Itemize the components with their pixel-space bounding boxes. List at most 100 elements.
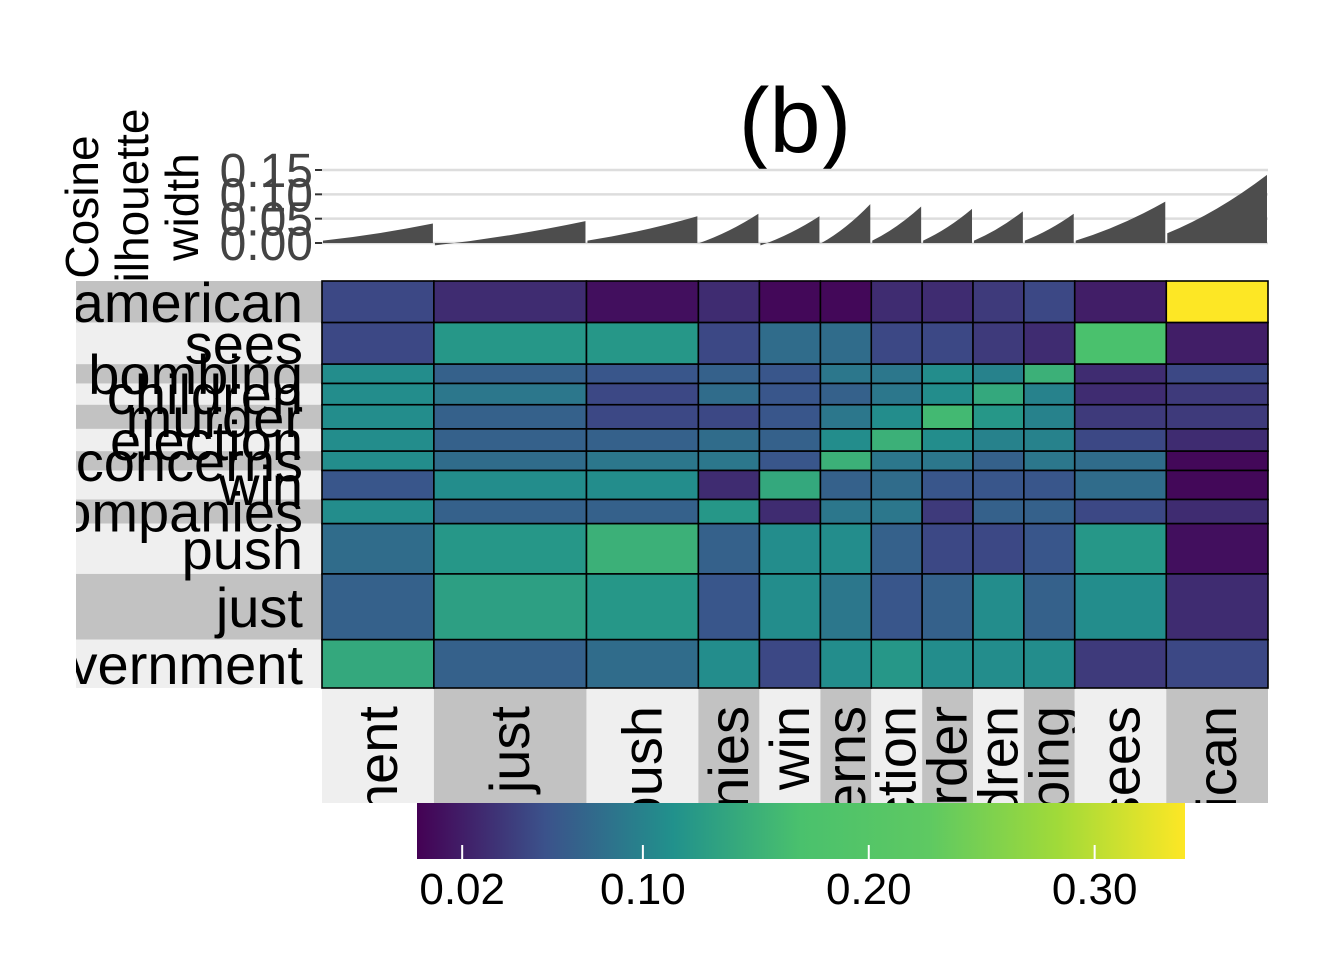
heatmap-cell — [758, 280, 822, 324]
heatmap-cell — [433, 573, 588, 641]
heatmap-cell — [1165, 363, 1269, 385]
column-label: win — [758, 706, 821, 791]
heatmap-cell — [819, 382, 873, 406]
heatmap-cell — [1165, 321, 1269, 365]
heatmap-cell — [1023, 498, 1076, 525]
row-stripe — [76, 322, 322, 365]
heatmap-cell — [1023, 428, 1076, 452]
heatmap-cell — [433, 469, 588, 501]
row-stripe — [76, 428, 322, 452]
heatmap-cell — [1073, 321, 1168, 365]
heatmap-cell — [1073, 280, 1168, 324]
row-stripe — [76, 523, 322, 574]
heatmap-cell — [1073, 382, 1168, 406]
row-stripe — [76, 404, 322, 429]
row-label: children — [107, 363, 303, 426]
heatmap-cells — [321, 280, 1269, 689]
heatmap-cell — [972, 321, 1025, 365]
heatmap-cell — [697, 498, 761, 525]
column-label: sees — [1089, 706, 1152, 824]
heatmap-cell — [921, 638, 974, 689]
silhouette-tick-label: 0.00 — [220, 218, 313, 271]
row-stripe — [76, 573, 322, 640]
heatmap-cell — [972, 498, 1025, 525]
heatmap-cell — [1073, 450, 1168, 472]
heatmap-cell — [921, 522, 974, 575]
column-stripe — [871, 688, 923, 803]
heatmap-cell — [585, 321, 700, 365]
heatmap-cell — [585, 522, 700, 575]
heatmap-cell — [819, 469, 873, 501]
heatmap-cell — [921, 382, 974, 406]
heatmap-cell — [758, 638, 822, 689]
heatmap-cell — [585, 498, 700, 525]
heatmap-cell — [1073, 403, 1168, 430]
heatmap-cell — [1165, 280, 1269, 324]
row-label: companies — [32, 481, 303, 544]
heatmap-cell — [758, 450, 822, 472]
heatmap-cell — [1165, 638, 1269, 689]
column-label: american — [1185, 706, 1248, 936]
heatmap-cell — [321, 280, 435, 324]
heatmap-cell — [697, 522, 761, 575]
heatmap-cell — [585, 382, 700, 406]
heatmap-cell — [321, 498, 435, 525]
column-stripe — [586, 688, 699, 803]
heatmap-cell — [1165, 382, 1269, 406]
row-label-stripes — [76, 281, 322, 688]
colorbar-tick-label: 0.10 — [600, 865, 686, 914]
heatmap-cell — [433, 450, 588, 472]
heatmap-cell — [585, 403, 700, 430]
silhouette-bar — [760, 216, 820, 246]
heatmap-cell — [870, 469, 923, 501]
heatmap-cell — [972, 573, 1025, 641]
heatmap-cell — [697, 638, 761, 689]
heatmap-cell — [819, 573, 873, 641]
heatmap-cell — [972, 363, 1025, 385]
heatmap-cell — [585, 573, 700, 641]
column-stripe — [698, 688, 760, 803]
colorbar-tick-label: 0.30 — [1052, 865, 1138, 914]
heatmap-cell — [1023, 450, 1076, 472]
row-label: concerns — [76, 430, 303, 493]
silhouette-panel: 0.000.050.100.15 — [220, 145, 1268, 271]
silhouette-bar — [974, 211, 1023, 243]
heatmap-cell — [870, 498, 923, 525]
heatmap-cell — [433, 382, 588, 406]
silhouette-bar — [821, 204, 871, 243]
silhouette-label-line: Cosine — [56, 135, 108, 278]
heatmap-cell — [1165, 498, 1269, 525]
column-label: election — [865, 706, 928, 899]
row-label: murder — [126, 386, 303, 449]
row-label: win — [218, 454, 303, 517]
heatmap-cell — [1023, 321, 1076, 365]
heatmap-cell — [870, 522, 923, 575]
heatmap-cell — [321, 469, 435, 501]
heatmap-cell — [819, 363, 873, 385]
column-stripe — [322, 688, 434, 803]
heatmap-cell — [870, 403, 923, 430]
heatmap-cell — [972, 382, 1025, 406]
column-label: just — [478, 706, 541, 796]
heatmap-cell — [1023, 638, 1076, 689]
heatmap-cell — [1165, 428, 1269, 452]
heatmap-cell — [921, 498, 974, 525]
colorbar: 0.02 0.10 0.20 0.30 — [417, 803, 1185, 914]
heatmap-cell — [972, 428, 1025, 452]
heatmap-cell — [321, 403, 435, 430]
heatmap-cell — [1073, 498, 1168, 525]
heatmap-cell — [870, 363, 923, 385]
row-label: government — [7, 633, 303, 696]
column-stripe — [1074, 688, 1167, 803]
silhouette-label-line: silhouette — [106, 109, 158, 306]
heatmap-cell — [870, 428, 923, 452]
heatmap-cell — [972, 638, 1025, 689]
heatmap-cell — [870, 280, 923, 324]
heatmap-cell — [1073, 522, 1168, 575]
heatmap-cell — [870, 450, 923, 472]
heatmap-cell — [921, 469, 974, 501]
heatmap-cell — [321, 363, 435, 385]
column-stripe — [922, 688, 974, 803]
heatmap-cell — [1023, 382, 1076, 406]
column-stripe — [433, 688, 587, 803]
